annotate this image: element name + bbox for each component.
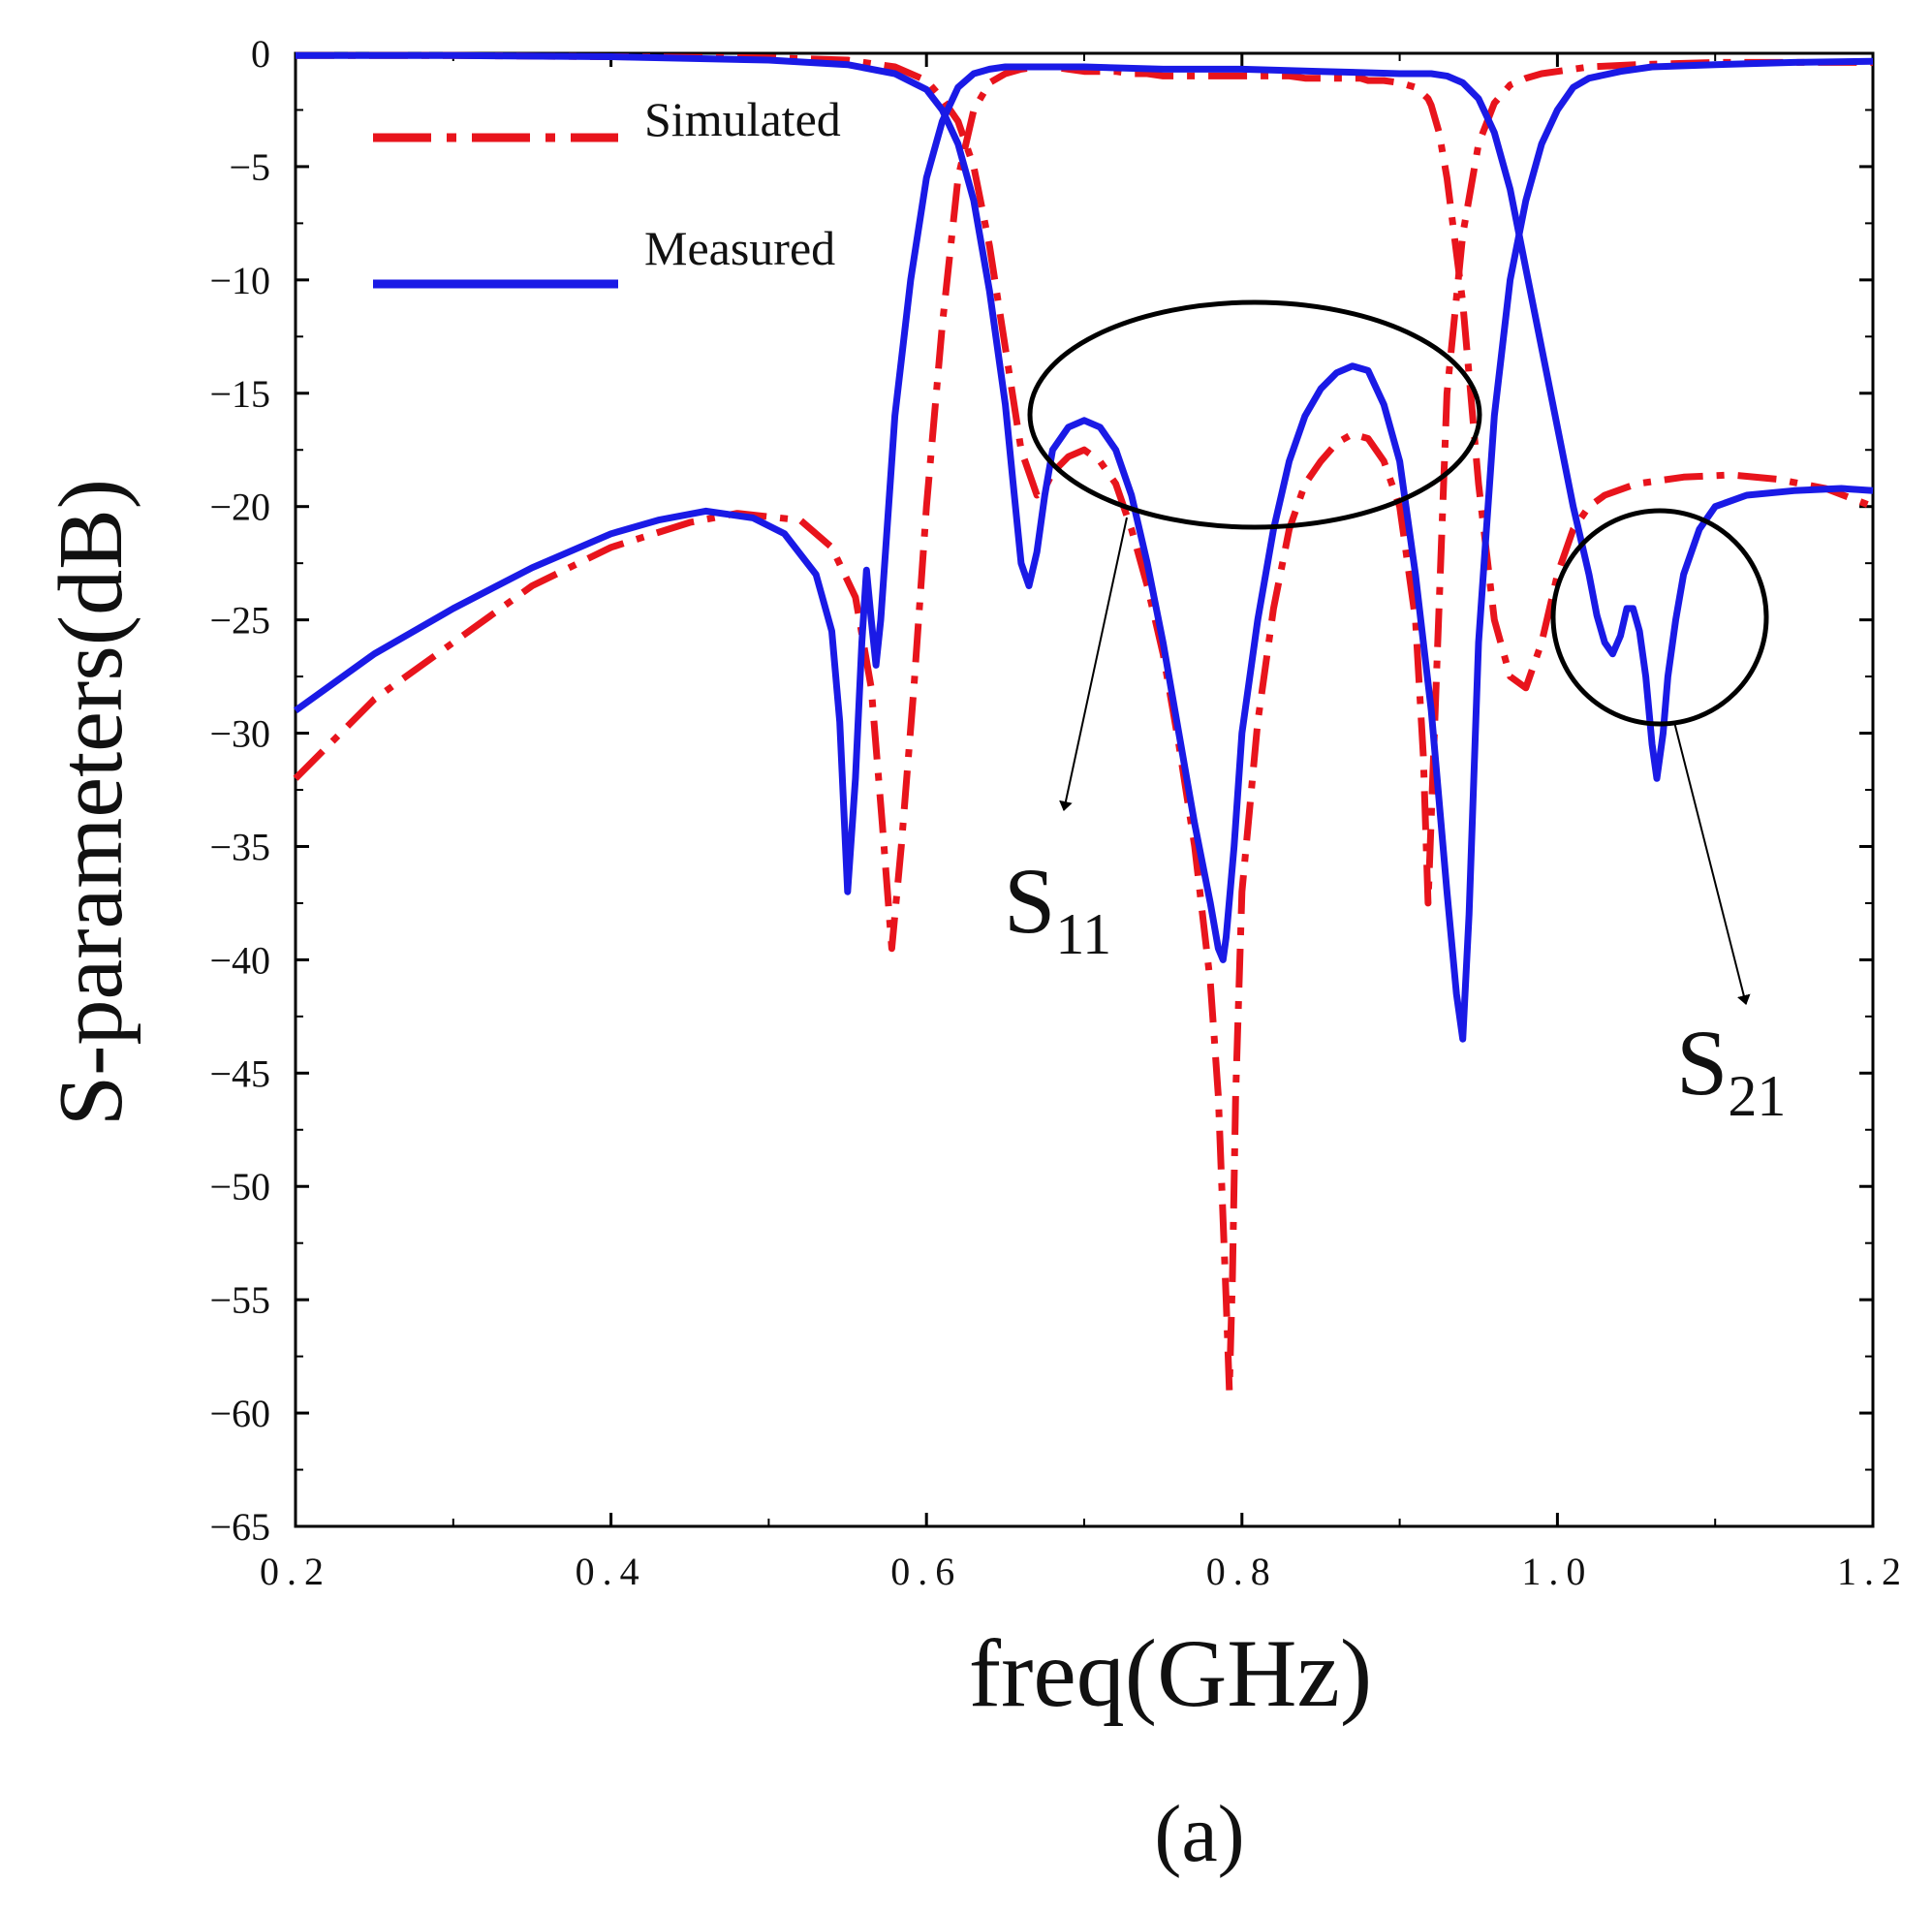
y-tick-label: −30 xyxy=(209,712,270,756)
x-tick-label: 1.2 xyxy=(1837,1550,1909,1593)
y-tick-label: 0 xyxy=(251,32,270,76)
subplot-label: (a) xyxy=(1154,1789,1244,1879)
s21-label-main: S xyxy=(1676,1011,1728,1114)
s21-label: S21 xyxy=(1676,1011,1786,1128)
s11-label: S11 xyxy=(1004,849,1111,966)
simulated-s11-line xyxy=(296,67,1873,949)
x-tick-label: 0.4 xyxy=(576,1550,647,1593)
s21-label-sub: 21 xyxy=(1728,1064,1786,1128)
s11-label-sub: 11 xyxy=(1055,902,1111,966)
plot-frame xyxy=(296,53,1873,1526)
y-tick-label: −20 xyxy=(209,486,270,529)
axis-ticks xyxy=(296,53,1873,1526)
s11-label-main: S xyxy=(1004,849,1055,953)
y-tick-label: −50 xyxy=(209,1165,270,1208)
measured-s11-line xyxy=(296,55,1873,1039)
legend: Simulated Measured xyxy=(373,92,841,284)
s11-arrow xyxy=(1064,518,1127,810)
x-tick-label: 0.8 xyxy=(1206,1550,1278,1593)
x-axis-title: freq(GHz) xyxy=(969,1619,1372,1727)
y-tick-labels: 0 −5 −10 −15 −20 −25 −30 −35 −40 −45 −50 −55 −60 −65 xyxy=(209,32,270,1549)
y-tick-label: −10 xyxy=(209,259,270,302)
y-tick-label: −40 xyxy=(209,938,270,982)
y-tick-label: −65 xyxy=(209,1505,270,1549)
y-tick-label: −35 xyxy=(209,825,270,868)
legend-label-simulated: Simulated xyxy=(644,92,841,146)
measured-s21-line xyxy=(296,67,1873,892)
x-tick-label: 1.0 xyxy=(1521,1550,1593,1593)
legend-label-measured: Measured xyxy=(644,221,835,275)
s11-highlight-ellipse xyxy=(1030,302,1480,527)
y-tick-label: −25 xyxy=(209,599,270,643)
y-axis-title: S-parameters(dB) xyxy=(41,479,141,1126)
x-tick-label: 0.2 xyxy=(260,1550,331,1593)
s21-arrow xyxy=(1674,722,1746,1004)
y-tick-label: −5 xyxy=(229,145,270,189)
chart: 0−5−10−15−20−25−30−35−40−45−50−55−60−65 … xyxy=(0,0,1932,1914)
y-tick-label: −15 xyxy=(209,372,270,416)
y-tick-label: −45 xyxy=(209,1051,270,1095)
s21-highlight-circle xyxy=(1553,511,1766,724)
y-tick-label: −55 xyxy=(209,1278,270,1322)
x-tick-label: 0.6 xyxy=(890,1550,962,1593)
y-tick-label: −60 xyxy=(209,1392,270,1435)
x-tick-labels: 0.2 0.4 0.6 0.8 1.0 1.2 xyxy=(260,1550,1909,1593)
